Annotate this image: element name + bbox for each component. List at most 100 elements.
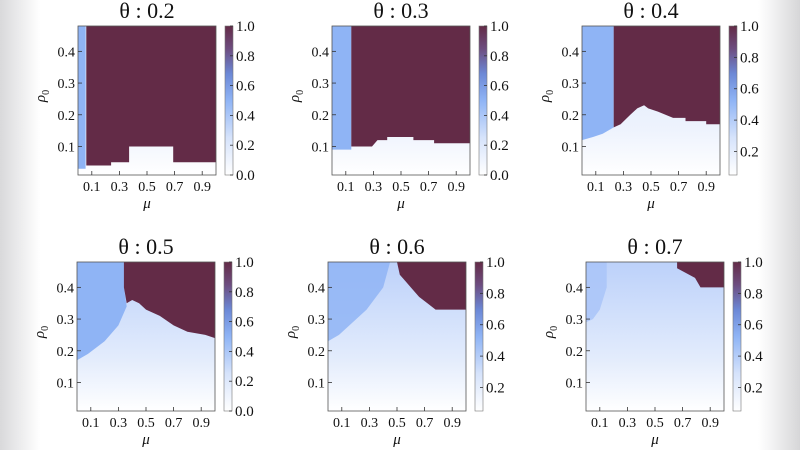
x-tick-label: 0.3 [361,416,379,431]
colorbar-tick-label: 0.4 [744,349,763,365]
colorbar-tick-label: 0.8 [490,49,509,65]
colorbar-tick-label: 1.0 [486,255,505,271]
y-axis-label: ρ0 [283,326,302,339]
colorbar-tick-label: 0.8 [486,286,505,302]
colorbar-tick-label: 0.0 [236,168,255,184]
x-tick-label: 0.7 [166,180,184,195]
x-tick-label: 0.1 [591,416,609,431]
heatmap-panel: θ : 0.7 0.1 0.3 0.5 0.7 0.9 0.1 0.2 0.3 0.4 μ ρ0 0.2… [541,234,763,448]
x-tick-label: 0.9 [192,416,210,431]
y-axis-label-subscript: 0 [545,90,556,95]
x-tick-label: 0.3 [615,180,633,195]
mid-value-region [77,262,127,361]
x-tick-label: 0.1 [333,416,351,431]
x-tick-label: 0.5 [138,180,156,195]
y-tick-label: 0.3 [57,313,75,328]
colorbar-tick-label: 0.4 [235,344,254,360]
colorbar-tick-label: 0.6 [236,79,255,95]
x-tick-label: 0.7 [674,416,692,431]
x-tick-label: 0.1 [82,416,100,431]
colorbar-tick-label: 0.6 [235,315,254,331]
y-axis-label-subscript: 0 [295,90,306,95]
y-axis-label: ρ0 [287,90,306,103]
y-tick-label: 0.4 [57,281,75,296]
y-tick-label: 0.2 [562,109,580,124]
colorbar-tick-label: 0.4 [740,113,759,129]
y-axis-label: ρ0 [32,326,51,339]
y-tick-label: 0.4 [562,45,580,60]
colorbar-tick-label: 1.0 [744,255,763,271]
x-tick-label: 0.3 [365,180,383,195]
colorbar-tick-label: 0.4 [490,108,509,124]
colorbar [224,25,234,176]
y-tick-label: 0.4 [308,281,326,296]
y-axis-label: ρ0 [537,90,556,103]
mid-value-region [582,26,614,141]
y-tick-label: 0.1 [58,140,76,155]
x-tick-label: 0.3 [110,416,128,431]
colorbar-tick-label: 0.2 [740,144,759,160]
x-tick-label: 0.9 [443,416,461,431]
x-tick-label: 0.7 [165,416,183,431]
colorbar-tick-label: 1.0 [236,19,255,35]
colorbar-tick-label: 0.8 [744,286,763,302]
colorbar-tick-label: 0.2 [744,380,763,396]
high-value-region [351,26,470,147]
y-axis-label: ρ0 [541,326,560,339]
mid-value-region [328,262,391,342]
y-axis-label-subscript: 0 [40,326,51,331]
x-tick-label: 0.9 [193,180,211,195]
y-tick-label: 0.4 [566,281,584,296]
colorbar-tick-label: 1.0 [740,19,759,35]
colorbar [478,25,488,176]
y-tick-label: 0.1 [562,140,580,155]
mid-value-region [332,26,352,150]
x-tick-label: 0.5 [388,416,406,431]
y-tick-label: 0.3 [58,77,76,92]
x-axis-label: μ [142,196,151,212]
colorbar-tick-label: 1.0 [490,19,509,35]
colorbar-tick-label: 1.0 [235,255,254,271]
y-tick-label: 0.3 [312,77,330,92]
y-tick-label: 0.2 [312,109,330,124]
colorbar-tick-label: 0.4 [236,108,255,124]
colorbar-tick-label: 0.6 [486,318,505,334]
y-tick-label: 0.1 [312,140,330,155]
x-axis-label: μ [650,432,659,448]
colorbar-tick-label: 0.0 [490,168,509,184]
colorbar-tick-label: 0.8 [740,50,759,66]
colorbar-tick-label: 0.4 [486,349,505,365]
x-tick-label: 0.5 [137,416,155,431]
colorbar-tick-label: 0.8 [235,285,254,301]
colorbar-tick-label: 0.0 [235,404,254,420]
x-tick-label: 0.9 [701,416,719,431]
x-axis-label: μ [141,432,150,448]
panel-title: θ : 0.2 [119,0,174,23]
panel-title: θ : 0.4 [623,0,678,23]
colorbar [223,261,233,412]
x-tick-label: 0.7 [416,416,434,431]
x-tick-label: 0.5 [646,416,664,431]
high-value-region [86,26,216,166]
heatmap-panel: θ : 0.6 0.1 0.3 0.5 0.7 0.9 0.1 0.2 0.3 0.4 μ ρ0 0.2… [283,234,505,448]
y-tick-label: 0.3 [566,313,584,328]
x-tick-label: 0.1 [83,180,101,195]
x-tick-label: 0.3 [619,416,637,431]
high-value-region [397,262,466,310]
y-tick-label: 0.2 [57,345,75,360]
y-tick-label: 0.4 [312,45,330,60]
panel-title: θ : 0.7 [627,234,682,259]
x-axis-label: μ [646,196,655,212]
heatmap-panel: θ : 0.4 0.1 0.3 0.5 0.7 0.9 0.1 0.2 0.3 0.4 μ ρ0 0.2… [537,0,759,212]
y-tick-label: 0.2 [308,345,326,360]
y-tick-label: 0.1 [308,376,326,391]
y-tick-label: 0.3 [308,313,326,328]
panel-title: θ : 0.3 [373,0,428,23]
colorbar [732,261,742,412]
panel-title: θ : 0.5 [118,234,173,259]
x-axis-label: μ [396,196,405,212]
panel-title: θ : 0.6 [369,234,424,259]
x-tick-label: 0.1 [337,180,355,195]
colorbar-tick-label: 0.6 [490,79,509,95]
